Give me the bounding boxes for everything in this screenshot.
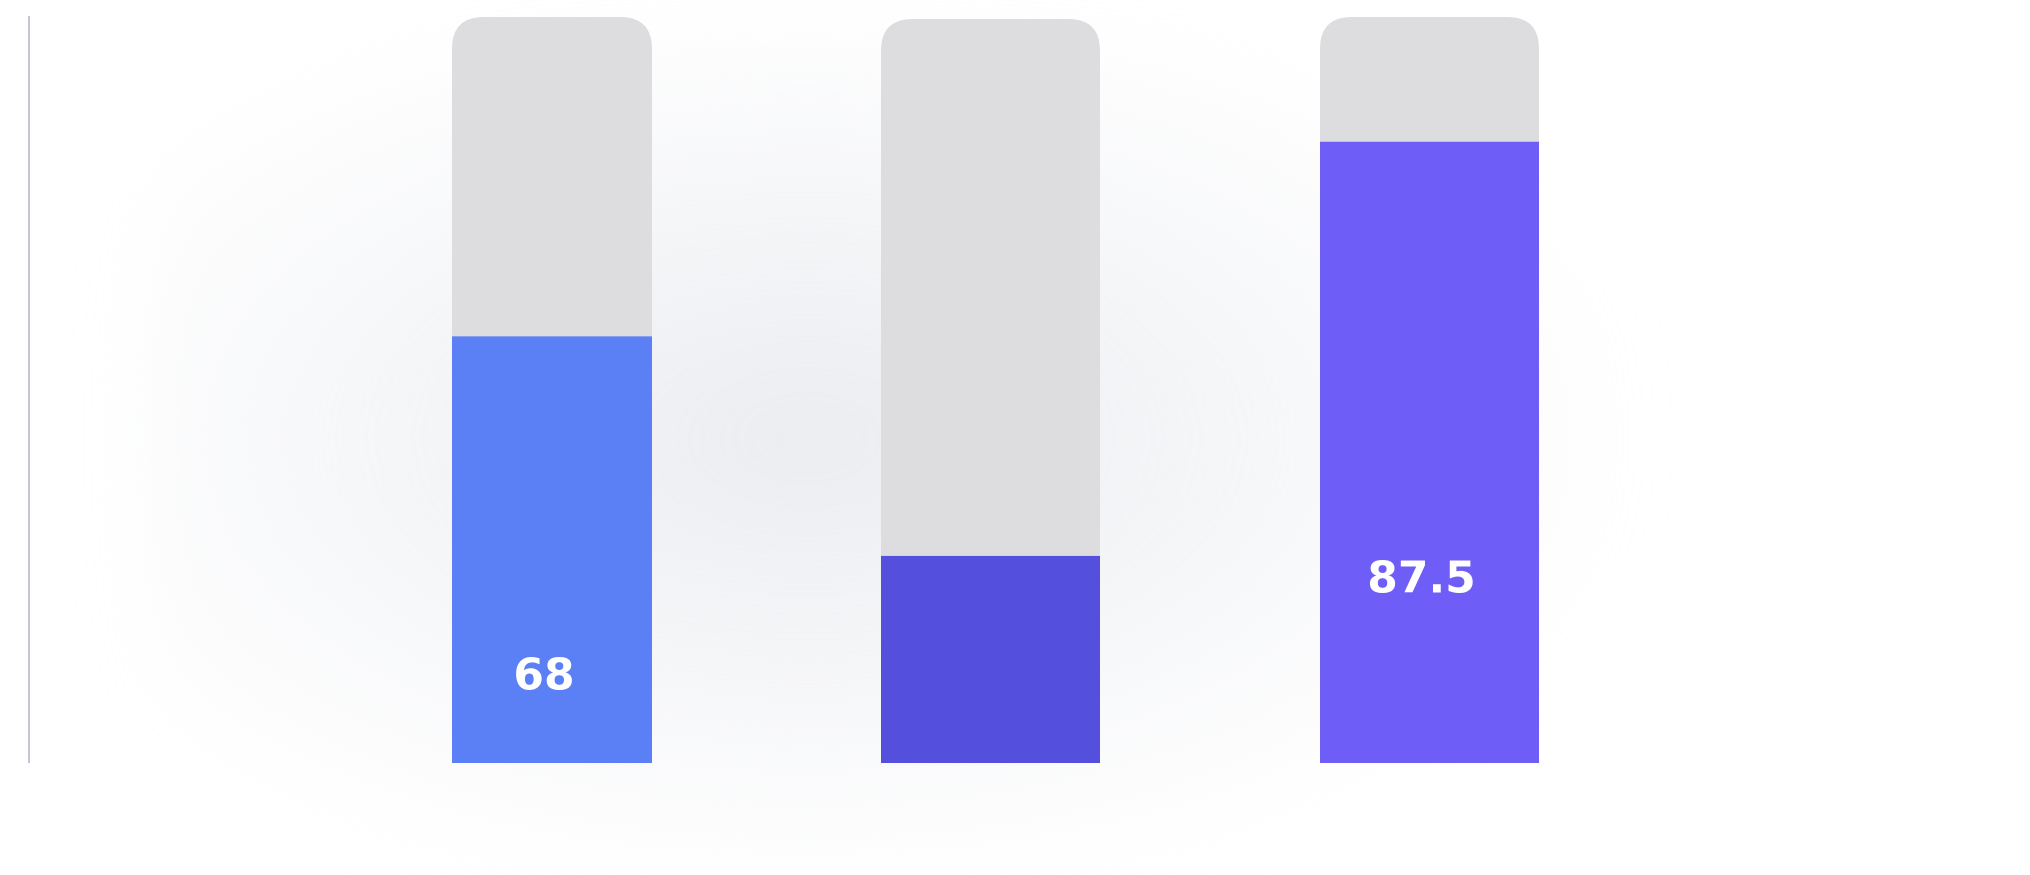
chart-area: 68 46 87.5 [28, 16, 1610, 875]
bar-value-label-2: 46 [952, 759, 1013, 763]
bar-value-1 [452, 336, 652, 763]
bar-value-2 [881, 555, 1100, 763]
bar-chart: 68 46 87.5 [452, 17, 1539, 763]
bar-value-label-1: 68 [513, 650, 574, 701]
bar-value-3 [1320, 141, 1539, 763]
bar-value-label-3: 87.5 [1367, 552, 1476, 603]
y-axis-line [28, 16, 30, 763]
